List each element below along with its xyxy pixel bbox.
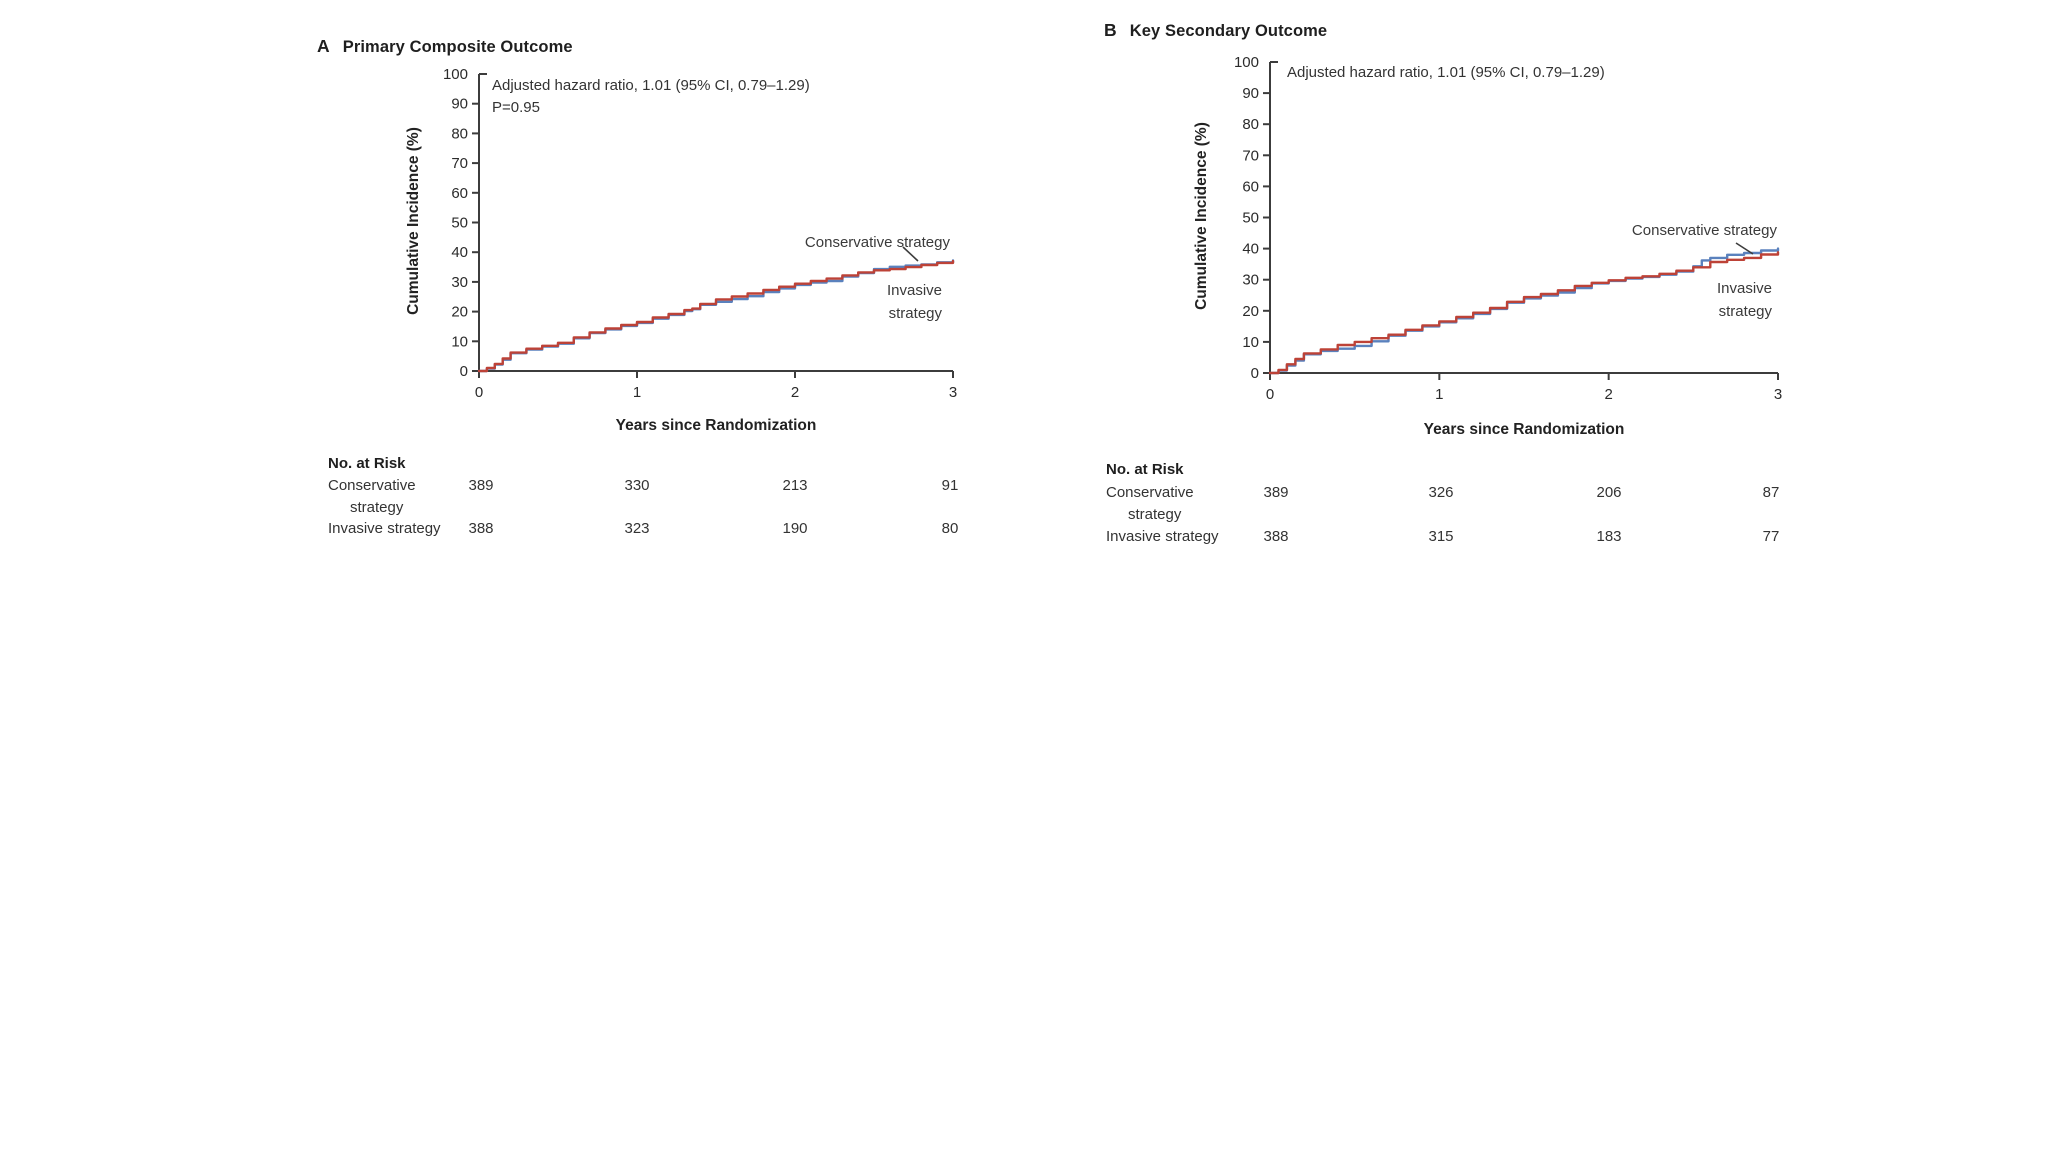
y-tick-label: 10 [451, 333, 468, 350]
risk-value: 315 [1428, 528, 1454, 545]
panel-a-letter: A [317, 36, 330, 56]
panel-a-pvalue-text: P=0.95 [492, 99, 540, 116]
panel-b-hazard-ratio-text: Adjusted hazard ratio, 1.01 (95% CI, 0.7… [1287, 64, 1605, 81]
panel-b-letter: B [1104, 20, 1117, 40]
y-tick-label: 0 [460, 363, 468, 380]
panel-b-x-axis-title: Years since Randomization [1423, 421, 1625, 438]
x-tick-label: 3 [1774, 386, 1782, 403]
risk-value: 389 [468, 477, 494, 494]
curve-invasive-strategy [1268, 251, 1780, 375]
panel-b-conservative-curve-label: Conservative strategy [1631, 222, 1777, 239]
y-tick-label: 60 [1242, 178, 1259, 195]
risk-value: 80 [941, 520, 959, 537]
panel-a-title-text: Primary Composite Outcome [342, 38, 573, 56]
panel-a-y-axis-title: Cumulative Incidence (%) [405, 127, 422, 315]
x-tick-label: 2 [791, 384, 799, 401]
y-tick-label: 0 [1251, 365, 1259, 382]
x-tick-label: 2 [1604, 386, 1612, 403]
panel-a-title: A Primary Composite Outcome [317, 36, 573, 57]
panel-b-risk-row1-label-line1: Conservative [1106, 484, 1194, 501]
y-tick-label: 80 [1242, 116, 1259, 133]
y-tick-label: 50 [1242, 210, 1259, 227]
y-tick-label: 70 [1242, 147, 1259, 164]
panel-a-risk-heading: No. at Risk [328, 455, 406, 472]
risk-value: 389 [1263, 484, 1289, 501]
risk-value: 190 [782, 520, 808, 537]
risk-value: 77 [1762, 528, 1780, 545]
y-tick-label: 50 [451, 215, 468, 232]
panel-a-invasive-label-line2: strategy [888, 305, 942, 322]
y-tick-label: 20 [451, 304, 468, 321]
risk-value: 323 [624, 520, 650, 537]
panel-b-risk-row2-label: Invasive strategy [1106, 528, 1219, 545]
x-tick-label: 3 [949, 384, 957, 401]
risk-value: 326 [1428, 484, 1454, 501]
panel-b-invasive-curve-label: Invasive strategy [1472, 277, 1772, 323]
panel-b-invasive-label-line2: strategy [1718, 303, 1772, 320]
y-tick-label: 100 [443, 66, 468, 83]
panel-b-invasive-label-line1: Invasive [1716, 280, 1772, 297]
y-tick-label: 10 [1242, 334, 1259, 351]
y-tick-label: 90 [451, 96, 468, 113]
x-tick-label: 0 [475, 384, 483, 401]
panel-a-hazard-ratio-text: Adjusted hazard ratio, 1.01 (95% CI, 0.7… [492, 77, 810, 94]
conservative-label-pointer-line [902, 246, 919, 262]
panel-a-conservative-curve-label: Conservative strategy [804, 234, 950, 251]
panel-a-x-axis-title: Years since Randomization [615, 417, 817, 434]
risk-value: 388 [1263, 528, 1289, 545]
risk-value: 330 [624, 477, 650, 494]
y-tick-label: 30 [451, 274, 468, 291]
panel-b-risk-heading: No. at Risk [1106, 461, 1184, 478]
y-tick-label: 90 [1242, 85, 1259, 102]
panel-a-risk-row1-label-line1: Conservative [328, 477, 416, 494]
y-tick-label: 40 [1242, 241, 1259, 258]
panel-b-y-axis-title: Cumulative Incidence (%) [1193, 122, 1210, 310]
y-tick-label: 40 [451, 244, 468, 261]
conservative-label-pointer-line [1735, 242, 1754, 255]
panel-a-invasive-label-line1: Invasive [886, 282, 942, 299]
panel-a-risk-row2-label: Invasive strategy [328, 520, 441, 537]
x-tick-label: 1 [633, 384, 641, 401]
x-tick-label: 1 [1435, 386, 1443, 403]
y-tick-label: 80 [451, 125, 468, 142]
y-tick-label: 60 [451, 185, 468, 202]
curve-invasive-strategy [477, 259, 955, 373]
y-tick-label: 20 [1242, 303, 1259, 320]
panel-a-risk-row1-label-line2: strategy [350, 499, 404, 516]
x-tick-label: 0 [1266, 386, 1274, 403]
risk-value: 91 [941, 477, 959, 494]
y-tick-label: 70 [451, 155, 468, 172]
risk-value: 183 [1596, 528, 1622, 545]
panel-b-risk-row1-label-line2: strategy [1128, 506, 1182, 523]
panel-a-invasive-curve-label: Invasive strategy [642, 279, 942, 325]
panel-b-title: B Key Secondary Outcome [1104, 20, 1327, 41]
risk-value: 87 [1762, 484, 1780, 501]
y-tick-label: 30 [1242, 272, 1259, 289]
y-tick-label: 100 [1234, 54, 1259, 71]
risk-value: 206 [1596, 484, 1622, 501]
risk-value: 213 [782, 477, 808, 494]
risk-value: 388 [468, 520, 494, 537]
panel-b-title-text: Key Secondary Outcome [1129, 22, 1328, 40]
